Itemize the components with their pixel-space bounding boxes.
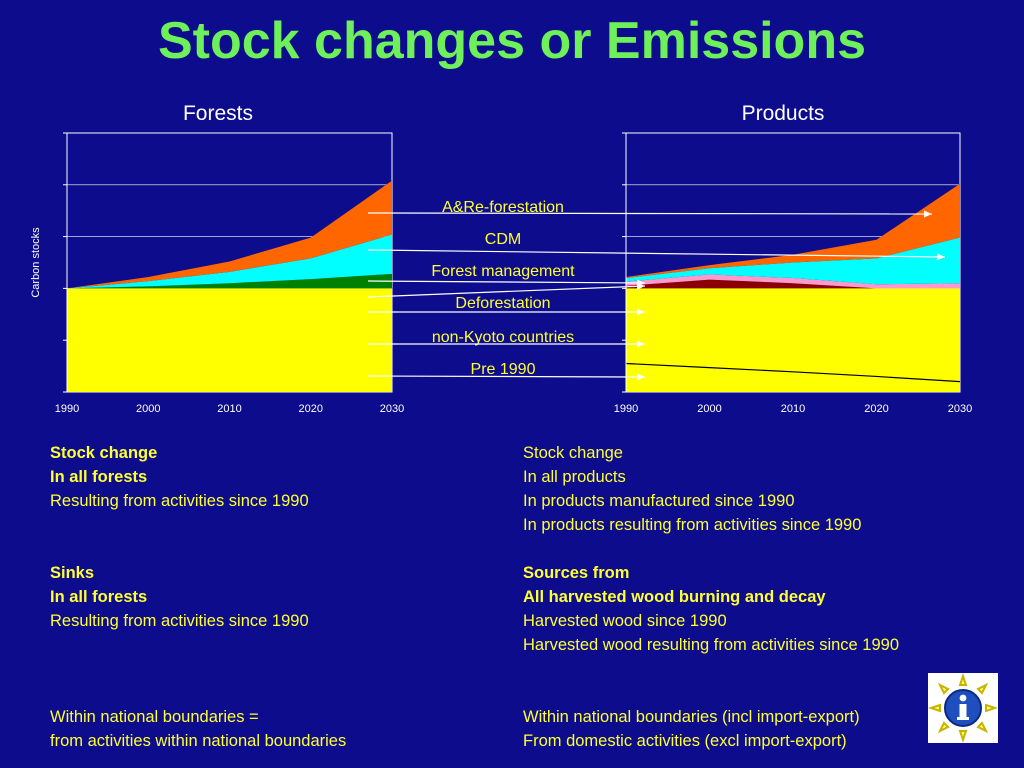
x-tick-label: 1990 [55,403,79,415]
x-tick-label: 2030 [380,403,404,415]
legend-connector [367,375,646,378]
right-block1-line2: In all products [523,468,626,486]
right-block2-line3: Harvested wood since 1990 [523,612,727,630]
area-cdm [626,237,960,285]
area-forest-management [67,273,392,289]
x-tick-label: 2020 [864,403,888,415]
right-block1-line1: Stock change [523,444,623,462]
legend-connector [367,249,946,258]
left-block1-line3: Resulting from activities since 1990 [50,492,309,510]
x-tick-label: 2020 [299,403,323,415]
area-pre-1990 [626,288,960,392]
y-axis-label: Carbon stocks [30,227,42,298]
forests-chart-title: Forests [182,102,253,125]
legend-label-deforestation: Deforestation [455,295,550,312]
x-tick-label: 2010 [217,403,241,415]
x-tick-label: 2000 [697,403,721,415]
right-block-national: Within national boundaries (incl import-… [523,705,860,753]
info-icon[interactable] [927,672,999,744]
legend-arrowhead [636,373,645,381]
legend-connector [367,280,646,284]
legend-label-a-re-forestation: A&Re-forestation [442,199,564,216]
area-a-re-forestation [626,183,960,279]
products-chart-title: Products [741,102,825,125]
legend-label-pre-1990: Pre 1990 [471,361,536,378]
legend-label-forest-management: Forest management [431,263,575,280]
area-cdm [67,234,392,289]
legend-arrowhead [636,282,645,290]
legend-arrowhead [923,210,932,218]
legend-connector [367,285,646,298]
x-tick-label: 2010 [781,403,805,415]
legend-arrowhead [637,308,645,316]
left-block-national: Within national boundaries = from activi… [50,705,346,753]
area-pre-1990 [67,288,392,392]
left-block1-line1: Stock change [50,444,158,462]
left-block3-line1: Within national boundaries = [50,708,259,726]
area-a-re-forestation [67,180,392,289]
right-block1-line4: In products resulting from activities si… [523,516,862,534]
right-block2-line4: Harvested wood resulting from activities… [523,636,900,654]
area-deforestation [626,279,960,289]
legend-label-cdm: CDM [485,231,521,248]
left-block-stock-change: Stock change In all forests Resulting fr… [50,441,309,513]
legend-connector [367,212,933,215]
legend-arrowhead [637,340,645,348]
legend-label-non-kyoto-countries: non-Kyoto countries [432,329,574,346]
left-block2-line2: In all forests [50,588,148,606]
right-block3-line1: Within national boundaries (incl import-… [523,708,860,726]
x-tick-label: 2000 [136,403,160,415]
charts-canvas: 1990 2000 2010 2020 2030 Carbon stocks 1990 200… [30,132,972,415]
right-block2-line2: All harvested wood burning and decay [523,588,826,606]
right-block3-line2: From domestic activities (excl import-ex… [523,732,847,750]
left-block1-line2: In all forests [50,468,148,486]
left-block2-line1: Sinks [50,564,95,582]
left-block3-line2: from activities within national boundari… [50,732,347,750]
left-block2-line3: Resulting from activities since 1990 [50,612,309,630]
x-tick-label: 1990 [614,403,638,415]
area-non-kyoto-countries [626,274,960,289]
x-tick-label: 2030 [948,403,972,415]
right-block-stock-change: Stock change In all products In products… [523,441,861,537]
slide-title: Stock changes or Emissions [157,12,867,70]
right-block2-line1: Sources from [523,564,630,582]
right-block1-line3: In products manufactured since 1990 [523,492,795,510]
right-block-sources: Sources from All harvested wood burning … [523,561,899,657]
pre-1990-decay-line [625,362,961,383]
left-block-sinks: Sinks In all forests Resulting from acti… [50,561,309,633]
legend-arrowhead [936,253,945,261]
